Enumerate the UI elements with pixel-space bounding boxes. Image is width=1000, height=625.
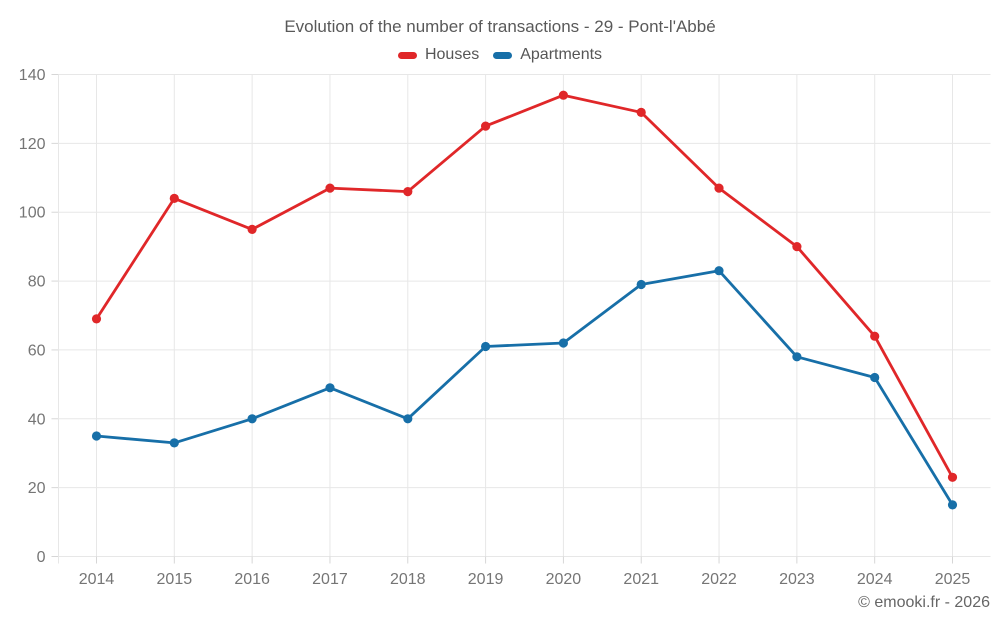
houses-point-2021[interactable]: [636, 107, 646, 117]
apartments-line: [95, 269, 954, 507]
chart-legend: Houses Apartments: [0, 46, 1000, 64]
legend-swatch-apartments: [493, 51, 513, 59]
chart-title: Evolution of the number of transactions …: [284, 17, 716, 36]
x-axis-label: 2022: [701, 571, 737, 588]
apartments-point-2024[interactable]: [870, 372, 880, 383]
apartments-point-2020[interactable]: [558, 338, 569, 348]
x-axis-label: 2025: [935, 571, 971, 588]
y-axis-label: 40: [28, 411, 46, 428]
credit-link[interactable]: © emooki.fr - 2026: [858, 594, 990, 611]
apartments-point-2015[interactable]: [169, 438, 179, 448]
houses-point-2017[interactable]: [325, 183, 335, 193]
legend-item-houses[interactable]: Houses: [397, 46, 480, 64]
y-axis-label: 80: [28, 274, 46, 291]
x-axis-label: 2023: [779, 571, 815, 588]
x-axis-label: 2017: [312, 571, 348, 588]
apartments-point-2021[interactable]: [636, 279, 646, 290]
houses-point-2018[interactable]: [403, 187, 413, 197]
houses-point-2020[interactable]: [558, 90, 569, 100]
apartments-point-2016[interactable]: [247, 414, 257, 424]
apartments-point-2025[interactable]: [947, 500, 958, 510]
houses-point-2025[interactable]: [947, 472, 958, 482]
houses-point-2022[interactable]: [714, 183, 724, 193]
x-axis-label: 2016: [234, 571, 270, 588]
apartments-point-2014[interactable]: [91, 431, 102, 441]
x-axis-label: 2021: [623, 571, 659, 588]
y-axis-label: 100: [19, 205, 46, 222]
houses-point-2024[interactable]: [870, 331, 880, 341]
x-axis-label: 2018: [390, 571, 426, 588]
houses-point-2019[interactable]: [481, 121, 491, 131]
x-axis-label: 2019: [468, 571, 504, 588]
apartments-point-2019[interactable]: [481, 341, 491, 352]
legend-label: Apartments: [520, 46, 603, 63]
x-axis-label: 2014: [79, 571, 115, 588]
apartments-point-2017[interactable]: [325, 383, 335, 393]
apartments-point-2022[interactable]: [714, 266, 724, 276]
houses-line: [95, 93, 954, 479]
y-axis-label: 120: [19, 136, 46, 153]
houses-point-2023[interactable]: [792, 242, 802, 252]
houses-point-2014[interactable]: [91, 314, 102, 324]
y-axis-label: 0: [37, 549, 46, 566]
apartments-point-2018[interactable]: [403, 414, 413, 424]
legend-item-apartments[interactable]: Apartments: [493, 46, 602, 64]
y-axis-label: 140: [19, 67, 46, 84]
x-axis-label: 2024: [857, 571, 893, 588]
x-axis-label: 2020: [546, 571, 582, 588]
legend-label: Houses: [424, 46, 480, 63]
houses-point-2015[interactable]: [169, 193, 179, 203]
houses-point-2016[interactable]: [247, 224, 257, 234]
y-axis-label: 60: [28, 342, 46, 359]
apartments-point-2023[interactable]: [792, 352, 802, 362]
x-axis-label: 2015: [157, 571, 193, 588]
legend-swatch-houses: [397, 51, 417, 59]
y-axis-label: 20: [28, 480, 46, 497]
